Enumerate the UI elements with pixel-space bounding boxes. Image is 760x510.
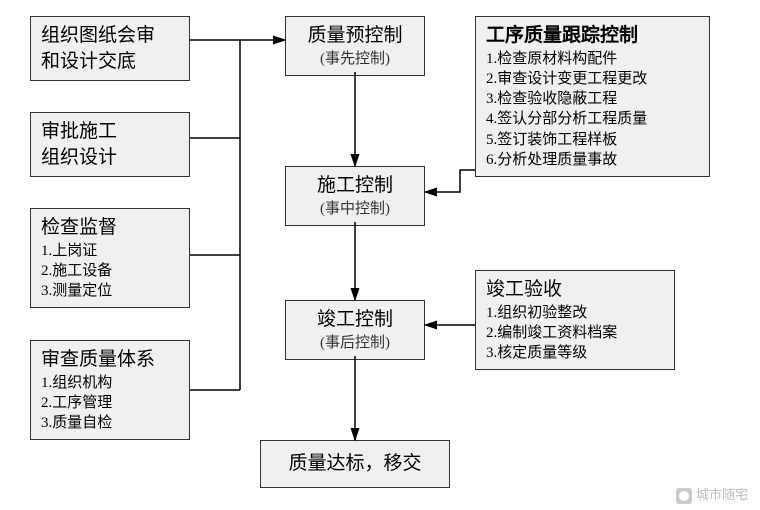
node-c2: 施工控制 (事中控制) bbox=[285, 166, 425, 226]
list-item: 2.审查设计变更工程更改 bbox=[486, 69, 699, 89]
node-l2: 审批施工 组织设计 bbox=[30, 112, 190, 177]
node-l2-line2: 组织设计 bbox=[41, 145, 179, 171]
node-c1: 质量预控制 (事先控制) bbox=[285, 16, 425, 76]
node-l1-line1: 组织图纸会审 bbox=[41, 23, 179, 49]
node-l3: 检查监督 1.上岗证 2.施工设备 3.测量定位 bbox=[30, 208, 190, 308]
node-l1-line2: 和设计交底 bbox=[41, 49, 179, 75]
list-item: 3.核定质量等级 bbox=[486, 343, 664, 363]
node-r1-title: 工序质量跟踪控制 bbox=[486, 23, 699, 49]
node-c2-title: 施工控制 bbox=[296, 173, 414, 199]
node-c1-title: 质量预控制 bbox=[296, 23, 414, 49]
node-c3: 竣工控制 (事后控制) bbox=[285, 300, 425, 360]
node-l3-title: 检查监督 bbox=[41, 215, 179, 241]
node-r2-list: 1.组织初验整改 2.编制竣工资料档案 3.核定质量等级 bbox=[486, 303, 664, 364]
node-c4: 质量达标，移交 bbox=[260, 440, 450, 488]
node-c1-subtitle: (事先控制) bbox=[296, 49, 414, 69]
list-item: 3.质量自检 bbox=[41, 413, 179, 433]
list-item: 3.检查验收隐蔽工程 bbox=[486, 89, 699, 109]
list-item: 4.签认分部分析工程质量 bbox=[486, 109, 699, 129]
list-item: 3.测量定位 bbox=[41, 281, 179, 301]
node-r1-list: 1.检查原材料构配件 2.审查设计变更工程更改 3.检查验收隐蔽工程 4.签认分… bbox=[486, 49, 699, 171]
node-l4-title: 审查质量体系 bbox=[41, 347, 179, 373]
list-item: 1.组织初验整改 bbox=[486, 303, 664, 323]
node-c3-subtitle: (事后控制) bbox=[296, 333, 414, 353]
watermark-text: 城市随宅 bbox=[696, 487, 748, 502]
list-item: 1.检查原材料构配件 bbox=[486, 49, 699, 69]
node-l2-line1: 审批施工 bbox=[41, 119, 179, 145]
node-c2-subtitle: (事中控制) bbox=[296, 199, 414, 219]
list-item: 5.签订装饰工程样板 bbox=[486, 130, 699, 150]
list-item: 6.分析处理质量事故 bbox=[486, 150, 699, 170]
node-r1: 工序质量跟踪控制 1.检查原材料构配件 2.审查设计变更工程更改 3.检查验收隐… bbox=[475, 16, 710, 177]
wechat-icon bbox=[676, 488, 692, 504]
node-l1: 组织图纸会审 和设计交底 bbox=[30, 16, 190, 81]
node-r2: 竣工验收 1.组织初验整改 2.编制竣工资料档案 3.核定质量等级 bbox=[475, 270, 675, 370]
list-item: 1.上岗证 bbox=[41, 241, 179, 261]
list-item: 2.工序管理 bbox=[41, 393, 179, 413]
list-item: 2.编制竣工资料档案 bbox=[486, 323, 664, 343]
node-c4-title: 质量达标，移交 bbox=[271, 451, 439, 477]
node-c3-title: 竣工控制 bbox=[296, 307, 414, 333]
list-item: 2.施工设备 bbox=[41, 261, 179, 281]
node-l4: 审查质量体系 1.组织机构 2.工序管理 3.质量自检 bbox=[30, 340, 190, 440]
node-l3-list: 1.上岗证 2.施工设备 3.测量定位 bbox=[41, 241, 179, 302]
watermark: 城市随宅 bbox=[676, 484, 748, 504]
node-l4-list: 1.组织机构 2.工序管理 3.质量自检 bbox=[41, 373, 179, 434]
list-item: 1.组织机构 bbox=[41, 373, 179, 393]
node-r2-title: 竣工验收 bbox=[486, 277, 664, 303]
